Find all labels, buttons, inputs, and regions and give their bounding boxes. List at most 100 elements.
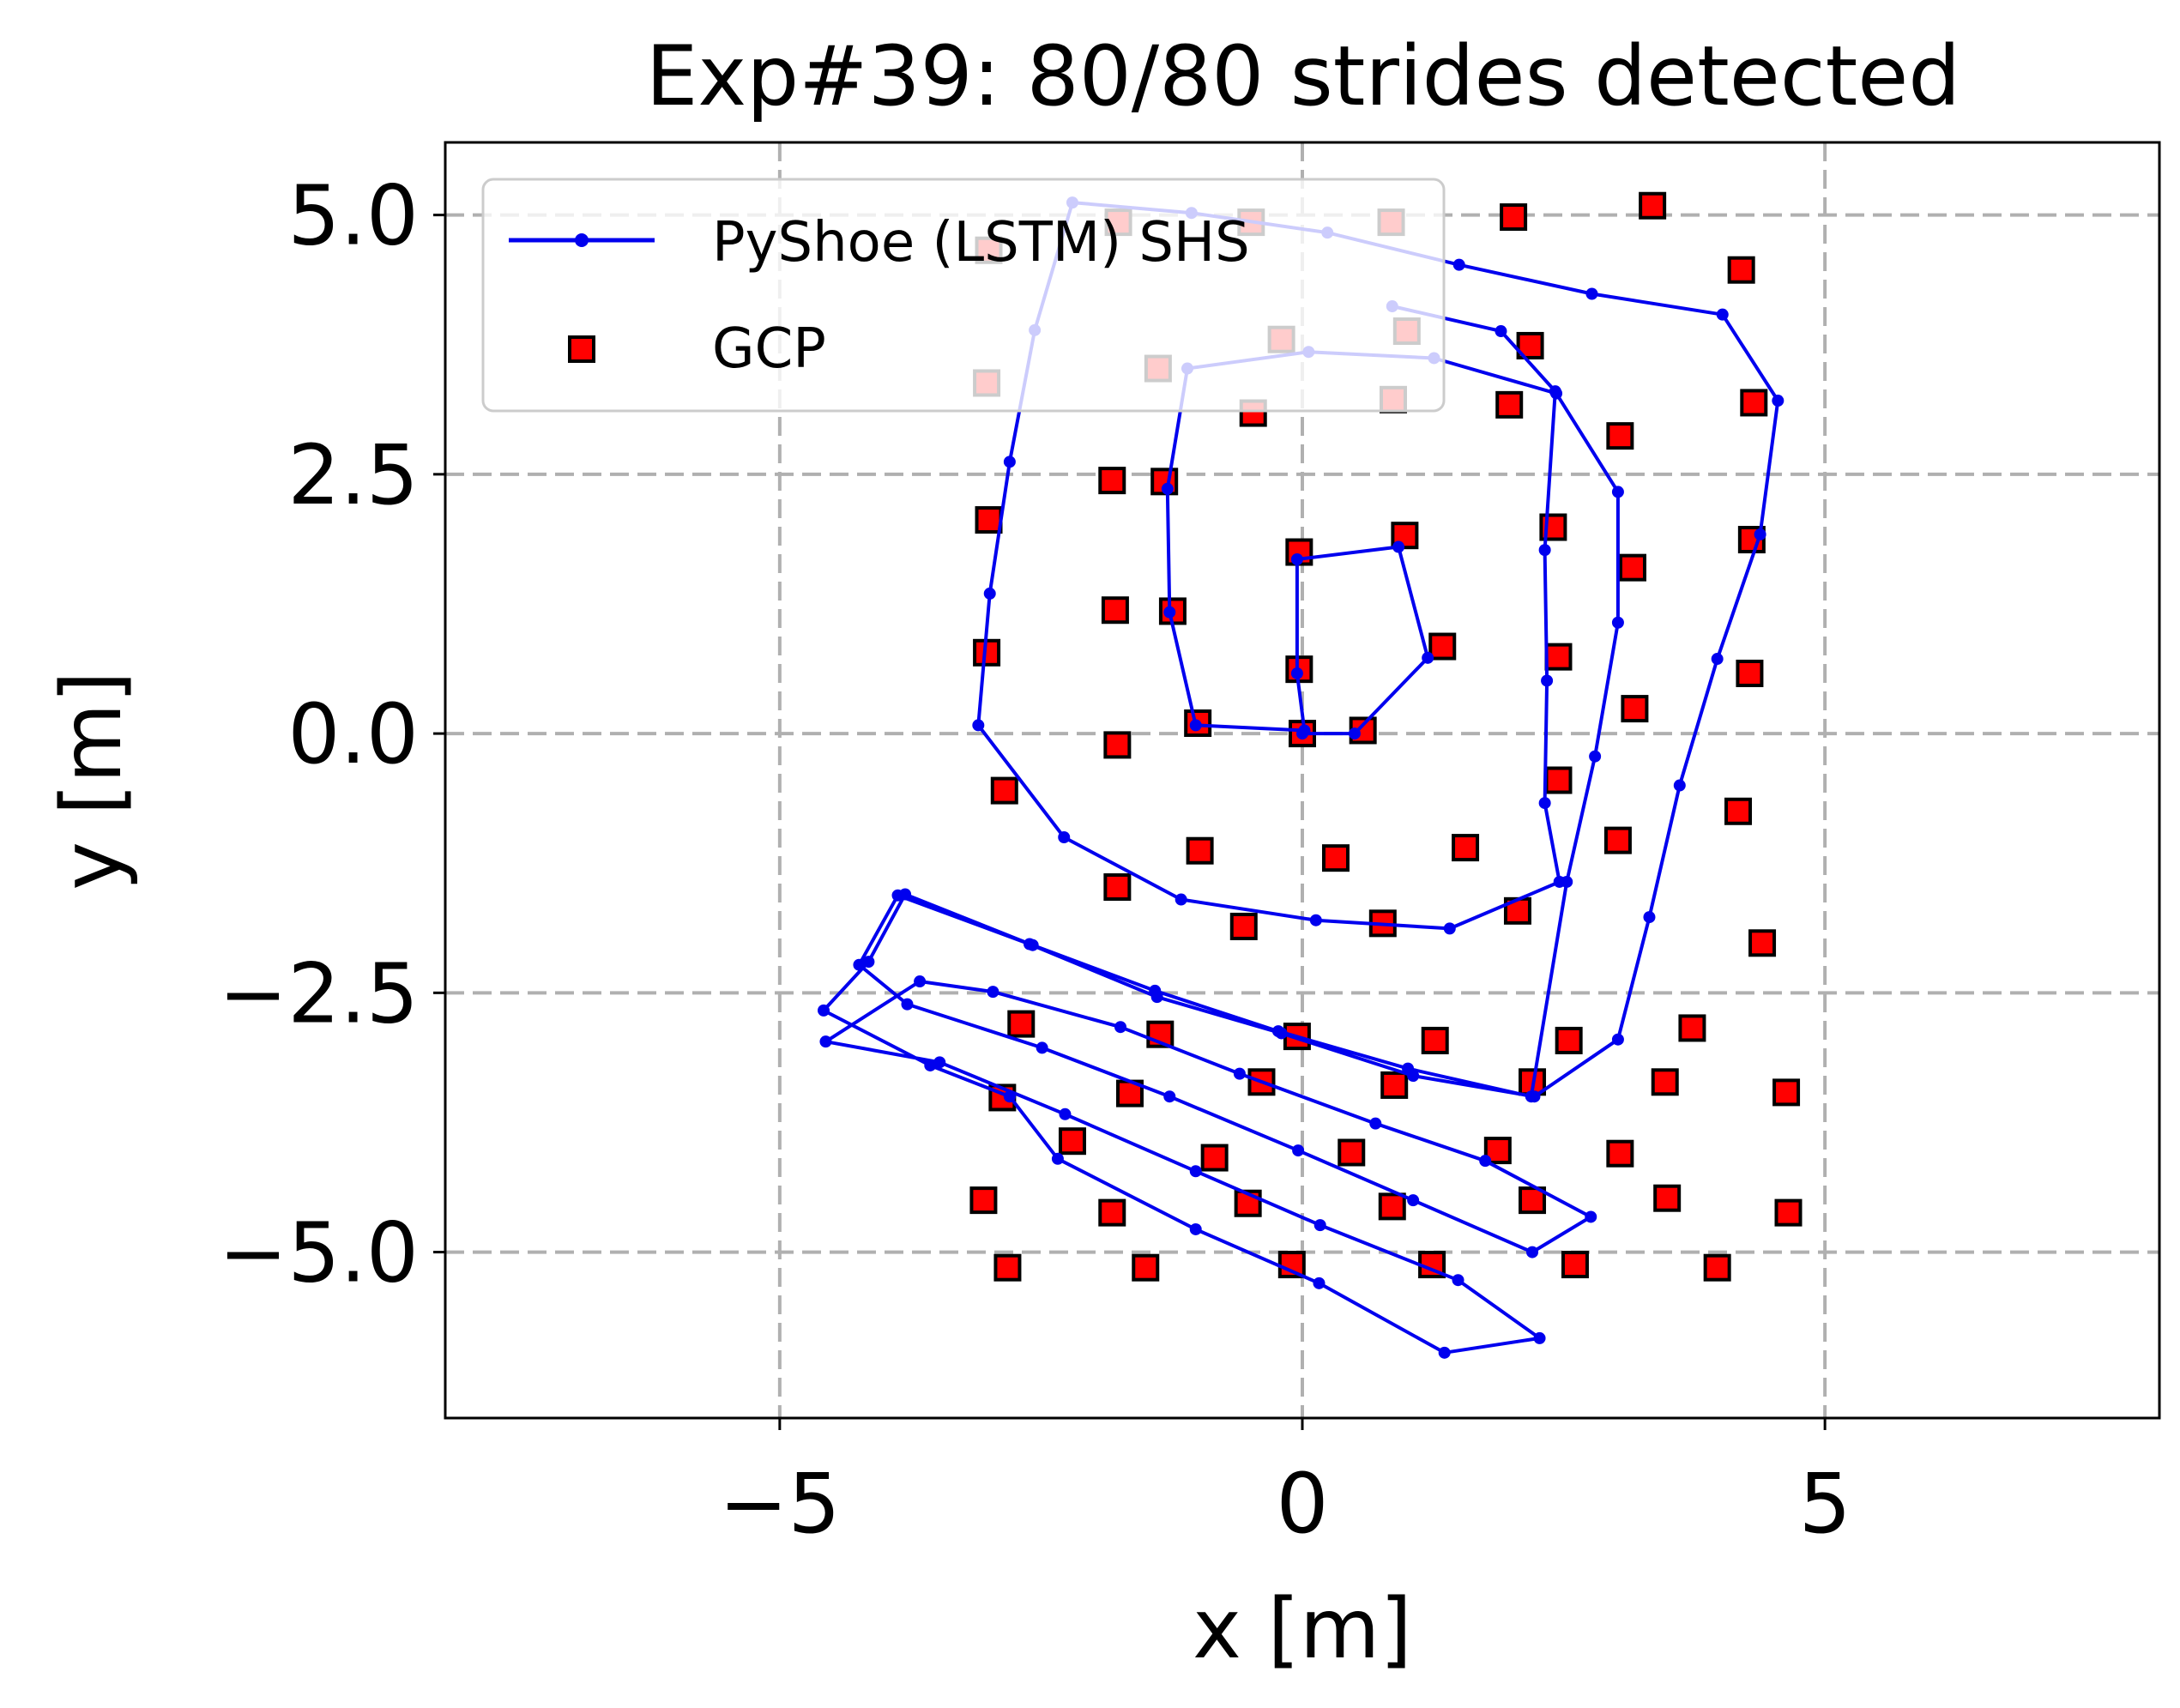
gcp-marker bbox=[1098, 467, 1126, 495]
plot-series bbox=[818, 191, 1803, 1359]
y-tick-label: 5.0 bbox=[287, 168, 419, 264]
legend-label-gcp: GCP bbox=[712, 317, 826, 381]
trajectory-point bbox=[1772, 395, 1784, 407]
trajectory-point bbox=[972, 719, 985, 732]
trajectory-point bbox=[1313, 1219, 1326, 1232]
trajectory-point bbox=[1443, 922, 1456, 935]
x-tick-label: 5 bbox=[1799, 1456, 1851, 1552]
gcp-marker bbox=[1101, 596, 1129, 625]
gcp-marker bbox=[1618, 553, 1646, 582]
gcp-marker bbox=[1483, 1137, 1512, 1165]
trajectory-point bbox=[1407, 1070, 1420, 1083]
trajectory-point bbox=[1407, 1194, 1420, 1207]
gcp-marker bbox=[1519, 1186, 1547, 1215]
trajectory-point bbox=[1538, 797, 1551, 810]
gcp-marker bbox=[1500, 203, 1528, 232]
gcp-marker bbox=[1421, 1026, 1449, 1054]
gcp-marker bbox=[1378, 1192, 1406, 1221]
gcp-marker bbox=[1098, 1198, 1126, 1227]
trajectory-point bbox=[1553, 875, 1566, 888]
trajectory-point bbox=[1528, 1090, 1541, 1103]
gcp-marker bbox=[1007, 1010, 1036, 1038]
trajectory-point bbox=[1163, 1090, 1176, 1103]
gcp-marker bbox=[1606, 422, 1634, 450]
trajectory-point bbox=[1150, 991, 1163, 1004]
gcp-marker bbox=[1653, 1184, 1682, 1212]
trajectory-point bbox=[1348, 727, 1361, 740]
trajectory-point bbox=[1452, 1274, 1464, 1287]
trajectory-point bbox=[1754, 528, 1766, 540]
trajectory-point bbox=[983, 587, 996, 600]
gcp-marker bbox=[1391, 522, 1419, 550]
trajectory-point bbox=[914, 975, 927, 988]
gcp-marker bbox=[1561, 1251, 1589, 1279]
x-tick-label: 0 bbox=[1276, 1456, 1328, 1552]
trajectory-point bbox=[1233, 1067, 1246, 1080]
gcp-marker bbox=[1606, 1139, 1634, 1168]
gcp-marker bbox=[1736, 659, 1764, 687]
gcp-marker bbox=[1603, 826, 1632, 854]
y-tick-label: −5.0 bbox=[219, 1205, 419, 1301]
gcp-marker bbox=[1103, 731, 1132, 759]
chart-title: Exp#39: 80/80 strides detected bbox=[646, 28, 1960, 124]
gcp-marker bbox=[1380, 1071, 1409, 1099]
trajectory-point bbox=[901, 998, 914, 1011]
y-axis-ticks: 5.0 2.5 0.0 −2.5 −5.0 bbox=[219, 168, 445, 1301]
x-axis-label: x [m] bbox=[1193, 1581, 1412, 1677]
gcp-marker bbox=[1772, 1078, 1801, 1107]
trajectory-point bbox=[1452, 258, 1465, 271]
gcp-marker bbox=[1727, 256, 1755, 284]
trajectory-point bbox=[819, 1035, 832, 1048]
gcp-marker bbox=[1621, 695, 1649, 723]
gcp-marker bbox=[1229, 912, 1258, 940]
gcp-marker bbox=[1495, 390, 1524, 419]
gcp-marker bbox=[1651, 1068, 1679, 1096]
trajectory-point bbox=[1189, 1165, 1202, 1178]
gcp-marker bbox=[1058, 1127, 1086, 1156]
gcp-marker bbox=[1724, 797, 1753, 825]
gcp-marker bbox=[1338, 1138, 1366, 1167]
trajectory-point bbox=[1541, 674, 1554, 687]
trajectory-point bbox=[1369, 1117, 1382, 1130]
legend: PyShoe (LSTM) SHS GCP bbox=[481, 178, 1446, 413]
trajectory-point bbox=[1673, 779, 1686, 792]
gcp-marker bbox=[1544, 643, 1573, 671]
gcp-marker bbox=[1774, 1198, 1803, 1227]
y-tick-label: 0.0 bbox=[287, 686, 419, 782]
y-tick-label: 2.5 bbox=[287, 427, 419, 523]
trajectory-point bbox=[1275, 1027, 1288, 1040]
trajectory-point bbox=[1392, 540, 1405, 553]
gcp-marker bbox=[1428, 632, 1457, 661]
x-axis-ticks: −5 0 5 bbox=[719, 1418, 1851, 1552]
gcp-marker bbox=[1103, 873, 1132, 902]
trajectory-point bbox=[1114, 1021, 1127, 1034]
trajectory-point bbox=[1309, 914, 1322, 926]
gcp-marker bbox=[969, 1186, 998, 1215]
gcp-marker bbox=[1200, 1144, 1229, 1172]
x-tick-label: −5 bbox=[719, 1456, 841, 1552]
trajectory-point bbox=[818, 1004, 830, 1017]
trajectory-point bbox=[1438, 1346, 1451, 1359]
trajectory-point bbox=[933, 1056, 946, 1069]
trajectory-point bbox=[1290, 552, 1303, 565]
trajectory-point bbox=[1526, 1246, 1539, 1258]
trajectory-point bbox=[1538, 544, 1551, 557]
gcp-marker bbox=[1544, 766, 1573, 794]
trajectory-point bbox=[1175, 893, 1187, 906]
trajectory-point bbox=[1003, 1090, 1016, 1103]
gcp-marker bbox=[1678, 1014, 1706, 1042]
trajectory-point bbox=[1533, 1331, 1546, 1344]
trajectory-point bbox=[1611, 616, 1624, 629]
gcp-marker bbox=[1452, 834, 1480, 862]
gcp-marker bbox=[1555, 1026, 1583, 1054]
trajectory-point bbox=[987, 986, 999, 999]
gcp-marker bbox=[1748, 929, 1777, 957]
trajectory-point bbox=[1585, 1210, 1597, 1223]
y-axis-label: y [m] bbox=[44, 671, 140, 890]
trajectory-point bbox=[1589, 750, 1602, 763]
trajectory-point bbox=[1161, 482, 1174, 495]
legend-box bbox=[481, 178, 1446, 413]
gcp-marker bbox=[1186, 836, 1214, 865]
gcp-marker bbox=[1321, 844, 1350, 872]
gcp-marker bbox=[1132, 1253, 1160, 1282]
